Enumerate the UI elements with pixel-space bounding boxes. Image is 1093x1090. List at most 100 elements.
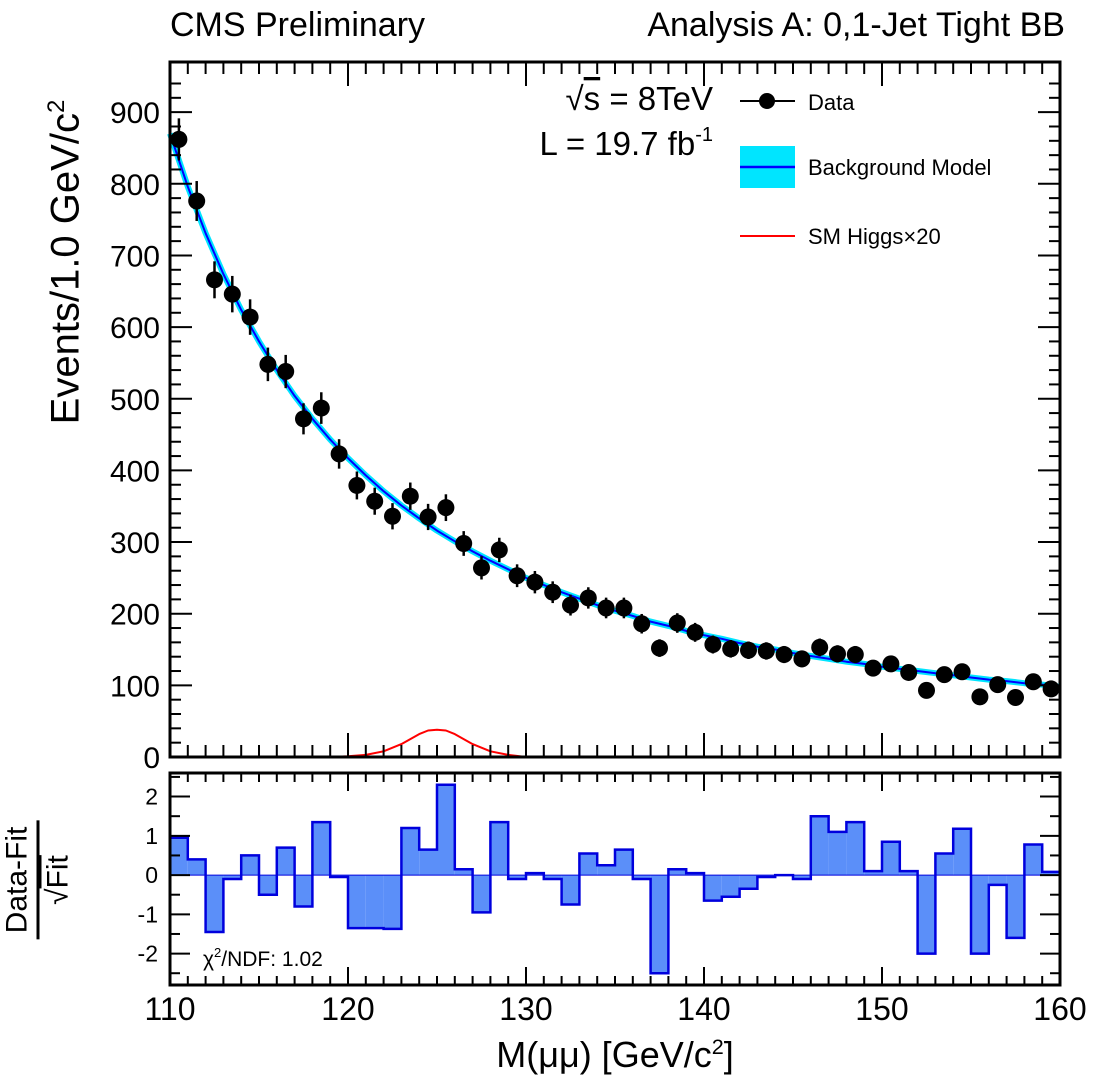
residual-bar — [650, 875, 669, 974]
data-point-marker — [757, 642, 775, 660]
data-point-marker — [490, 541, 508, 559]
main-y-tick-label: 500 — [110, 384, 160, 417]
data-point-marker — [544, 583, 562, 601]
residual-bar — [668, 869, 687, 876]
data-point — [1042, 680, 1060, 698]
legend-data-marker — [759, 93, 775, 109]
data-point — [953, 663, 971, 681]
data-point-marker — [935, 666, 953, 684]
data-point-marker — [1042, 680, 1060, 698]
data-point — [722, 640, 740, 658]
data-point — [562, 594, 579, 616]
data-point — [401, 482, 419, 510]
data-point-marker — [971, 688, 989, 706]
data-point — [829, 645, 846, 663]
sm-higgs-line — [170, 728, 1060, 758]
residual-bar — [828, 831, 847, 876]
data-point — [740, 641, 757, 659]
residual-bar — [312, 822, 331, 876]
main-y-tick-label: 900 — [110, 97, 160, 130]
residual-bar — [454, 869, 473, 876]
x-tick-label: 110 — [144, 991, 195, 1027]
data-point — [259, 347, 277, 382]
chi2-value: /NDF: 1.02 — [221, 948, 323, 971]
data-point-marker — [206, 271, 223, 289]
data-point — [686, 622, 704, 642]
legend-item-higgs: SM Higgs×20 — [740, 224, 941, 249]
data-point — [846, 645, 864, 664]
energy-value: = 8TeV — [600, 80, 713, 117]
residual-bar — [472, 875, 491, 913]
data-point — [597, 597, 615, 619]
data-point — [704, 635, 722, 654]
main-y-tick-label: 0 — [143, 742, 160, 775]
data-point-marker — [259, 355, 277, 373]
x-tick-label: 140 — [677, 991, 730, 1027]
residual-bar — [1042, 871, 1060, 876]
residual-bar — [561, 875, 580, 905]
data-point — [900, 663, 918, 681]
data-point-marker — [811, 638, 829, 656]
data-point — [455, 531, 473, 556]
data-point — [935, 666, 953, 684]
data-point — [757, 642, 775, 660]
residual-bar — [579, 853, 598, 876]
residual-bar — [988, 875, 1007, 885]
data-point-marker — [615, 599, 633, 617]
data-point-marker — [918, 681, 935, 699]
data-point-marker — [384, 507, 401, 525]
data-point-marker — [508, 567, 526, 585]
chi2-label: χ2/NDF: 1.02 — [203, 945, 323, 971]
data-point-marker — [597, 599, 615, 617]
legend-background-label: Background Model — [808, 155, 991, 180]
residual-bar — [187, 859, 206, 876]
data-point — [526, 570, 544, 594]
data-point-marker — [401, 487, 419, 505]
data-point-marker — [330, 445, 348, 463]
energy-label: √s = 8TeV — [566, 80, 713, 117]
residual-axes: -2 -1 0 1 2 110 120 130 140 150 160 — [138, 771, 1087, 1027]
data-point — [989, 676, 1007, 694]
main-y-tick-label: 800 — [110, 169, 160, 202]
residual-bar — [241, 855, 259, 876]
residual-bar — [1024, 844, 1043, 876]
data-point — [366, 487, 384, 515]
x-axis-label: M(μμ) [GeV/c2] — [496, 1034, 734, 1076]
data-point — [490, 537, 508, 563]
data-point-marker — [312, 399, 330, 417]
residual-bar — [401, 827, 420, 876]
data-point-marker — [829, 645, 846, 663]
data-point — [971, 688, 989, 706]
data-point-marker — [277, 363, 295, 381]
residual-bar — [437, 784, 455, 876]
data-point — [544, 581, 562, 604]
data-point — [437, 494, 455, 522]
data-points — [170, 118, 1060, 707]
data-point-marker — [668, 614, 686, 632]
data-point — [295, 403, 312, 435]
data-point-marker — [1024, 673, 1042, 691]
header-right-title: Analysis A: 0,1-Jet Tight BB — [647, 6, 1065, 44]
data-point-marker — [953, 663, 971, 681]
data-point — [170, 118, 188, 161]
legend: Data Background Model SM Higgs×20 — [740, 90, 991, 249]
data-point-marker — [740, 641, 757, 659]
residual-bar — [205, 875, 224, 932]
residual-y-tick-label: -1 — [138, 901, 158, 927]
data-point-marker — [366, 492, 384, 510]
residual-bar — [615, 849, 633, 876]
data-point-marker — [900, 663, 918, 681]
chi2-symbol: χ — [203, 948, 214, 971]
legend-higgs-label: SM Higgs×20 — [808, 224, 941, 249]
legend-data-label: Data — [808, 90, 855, 115]
legend-item-data: Data — [740, 90, 855, 115]
residual-bar — [721, 875, 740, 897]
main-panel: 0 100 200 300 400 500 600 700 800 900 — [110, 60, 1062, 775]
residual-bar — [543, 875, 562, 879]
data-point-marker — [579, 589, 597, 607]
data-point — [1024, 673, 1042, 691]
luminosity-label: L = 19.7 fb-1 — [540, 124, 713, 162]
x-axis-label-close: ] — [723, 1034, 734, 1075]
residual-bars — [170, 783, 1060, 975]
